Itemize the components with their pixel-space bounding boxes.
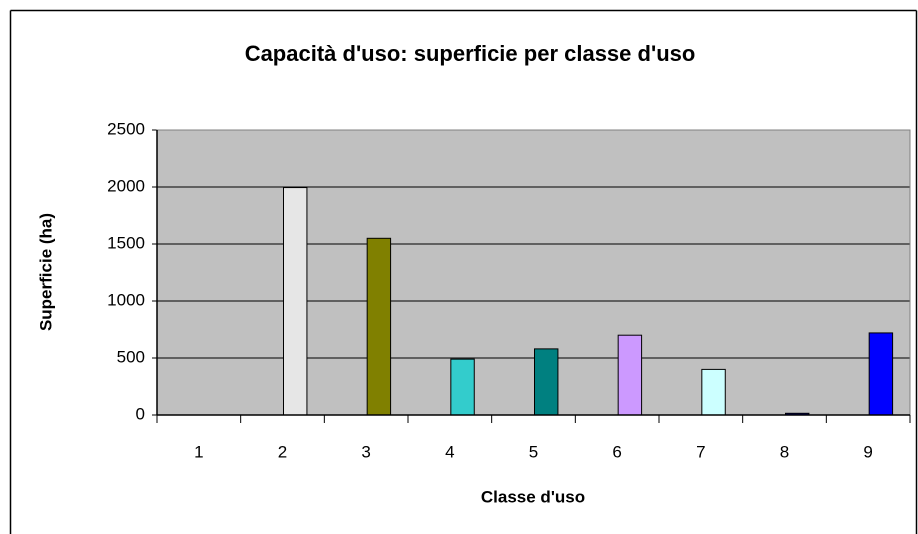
x-tick-label: 3: [361, 442, 370, 461]
bar: [283, 187, 308, 416]
chart-frame: [9, 9, 918, 534]
bar: [701, 368, 726, 416]
bar: [450, 358, 475, 416]
bar: [617, 334, 643, 416]
x-tick-label: 1: [194, 442, 203, 461]
bar: [366, 237, 392, 416]
plot-area: [157, 130, 910, 415]
y-tick-label: 500: [117, 347, 145, 366]
x-tick-label: 5: [529, 442, 538, 461]
x-tick-label: 6: [612, 442, 621, 461]
y-tick-label: 1000: [107, 290, 145, 309]
x-tick-label: 8: [780, 442, 789, 461]
y-tick-label: 0: [136, 404, 145, 423]
y-axis-label: Superficie (ha): [36, 213, 55, 331]
x-tick-label: 2: [278, 442, 287, 461]
y-tick-label: 2000: [107, 176, 145, 195]
bar: [534, 348, 559, 416]
x-tick-label: 7: [696, 442, 705, 461]
bar: [868, 332, 894, 416]
chart-title: Capacità d'uso: superficie per classe d'…: [245, 41, 696, 66]
x-axis-label: Classe d'uso: [481, 487, 585, 506]
x-tick-label: 9: [863, 442, 872, 461]
y-tick-label: 2500: [107, 119, 145, 138]
y-tick-label: 1500: [107, 233, 145, 252]
x-tick-label: 4: [445, 442, 454, 461]
